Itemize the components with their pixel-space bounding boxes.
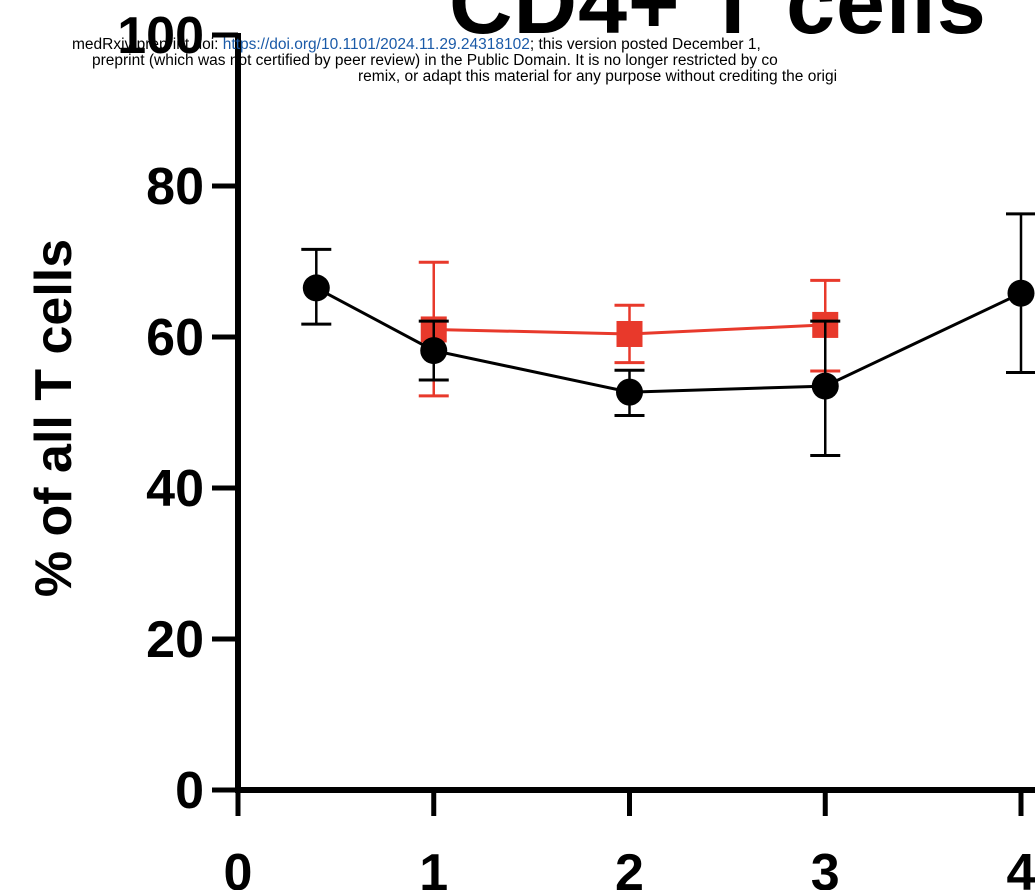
x-tick-label: 4: [1007, 844, 1035, 890]
y-axis-label: % of all T cells: [25, 238, 83, 598]
black-circle-marker: [302, 274, 330, 302]
preprint-notice-line1: medRxiv preprint doi: https://doi.org/10…: [72, 37, 761, 53]
red-square-marker: [616, 320, 643, 347]
x-tick-label: 1: [419, 844, 448, 890]
black-circle-marker: [616, 378, 643, 406]
chart-title: CD4+ T cells: [449, 0, 987, 52]
x-tick-label: 0: [224, 844, 253, 890]
x-tick-label: 3: [811, 844, 840, 890]
notice-suffix: ; this version posted December 1,: [529, 36, 761, 53]
black-circle-marker: [811, 372, 839, 400]
black-circle-marker: [1007, 279, 1035, 307]
black-circle-marker: [420, 337, 448, 365]
y-tick-label: 0: [175, 762, 204, 820]
y-tick-label: 20: [146, 611, 204, 669]
doi-link[interactable]: https://doi.org/10.1101/2024.11.29.24318…: [222, 36, 530, 53]
y-tick-label: 60: [146, 309, 204, 367]
preprint-notice-line2: preprint (which was not certified by pee…: [92, 52, 778, 69]
y-tick-label: 80: [146, 158, 204, 216]
x-tick-label: 2: [615, 844, 644, 890]
y-tick-label: 100: [117, 7, 204, 65]
y-tick-label: 40: [146, 460, 204, 518]
notice-prefix: medRxiv preprint doi:: [72, 36, 223, 53]
preprint-notice-line3: remix, or adapt this material for any pu…: [358, 68, 838, 85]
